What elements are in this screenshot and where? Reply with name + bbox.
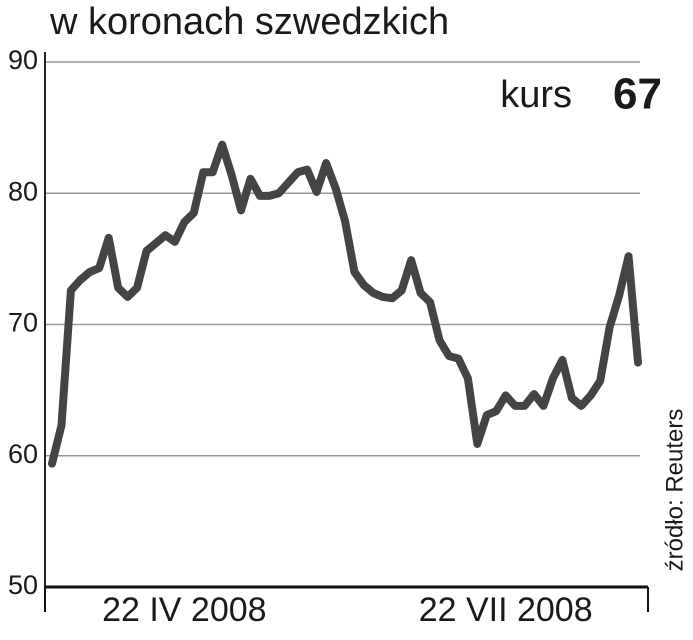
y-tick-label: 80	[8, 176, 38, 206]
x-tick-label: 22 IV 2008	[102, 591, 266, 629]
line	[48, 140, 642, 468]
y-tick-label: 60	[8, 439, 38, 469]
chart-title: w koronach szwedzkich	[49, 1, 449, 43]
annotation-value: 67	[613, 70, 662, 119]
y-tick-label: 70	[8, 308, 38, 338]
annotation: kurs	[500, 74, 572, 116]
y-tick-label: 50	[8, 570, 38, 600]
x-tick-label: 22 VII 2008	[419, 591, 593, 629]
source: źródło: Reuters	[661, 409, 688, 572]
y-tick-label: 90	[8, 45, 38, 75]
